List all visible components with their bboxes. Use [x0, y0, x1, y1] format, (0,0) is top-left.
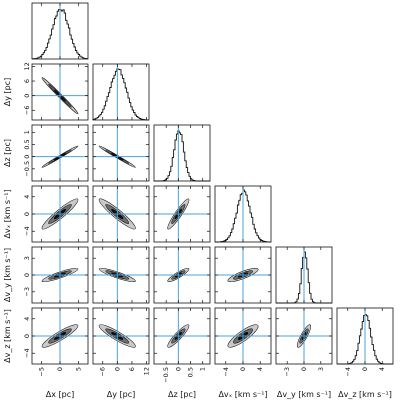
x-axis-label-vz: Δv_z [km s⁻¹]: [338, 390, 392, 399]
y-tick-label-vx: 4: [23, 195, 31, 199]
y-axis-label-vz: Δv_z [km s⁻¹]: [3, 309, 12, 363]
y-tick-label-z: −0.5: [23, 161, 31, 177]
scatter-panel-vx-vs-y: [92, 185, 150, 243]
y-tick-label-y: −6: [23, 106, 31, 116]
y-tick-label-y: 0: [23, 94, 31, 98]
x-tick-label-vz: 4: [378, 367, 386, 371]
y-tick-label-vx: 0: [23, 212, 31, 216]
y-tick-label-vz: −4: [23, 348, 31, 358]
scatter-panel-vx-vs-x: [31, 185, 89, 243]
y-axis-label-vy: Δv_y [km s⁻¹]: [3, 248, 12, 302]
x-tick-label-y: 12: [143, 367, 151, 375]
y-axis-label-z: Δz [pc]: [3, 139, 12, 167]
x-tick-label-x: 0: [56, 367, 64, 371]
x-tick-label-vx: 4: [256, 367, 264, 371]
scatter-panel-y-vs-x: [31, 63, 89, 121]
histogram-panel-vz: [336, 307, 394, 365]
y-tick-label-z: 1: [23, 130, 31, 134]
histogram-curve-y: [92, 68, 149, 121]
x-tick-label-vz: 0: [361, 367, 369, 371]
panel-frame: [92, 124, 150, 182]
y-tick-label-vy: 0: [23, 273, 31, 277]
x-tick-label-y: 6: [128, 367, 136, 371]
y-tick-label-vy: 3: [23, 256, 31, 260]
x-tick-label-vx: −4: [222, 367, 230, 377]
x-tick-label-x: −5: [37, 367, 45, 377]
x-axis-label-y: Δy [pc]: [107, 390, 135, 399]
x-axis-label-vx: Δvₓ [km s⁻¹]: [218, 390, 267, 399]
x-tick-label-y: 0: [113, 367, 121, 371]
y-tick-label-vz: 4: [23, 317, 31, 321]
scatter-panel-vz-vs-vx: [214, 307, 272, 365]
scatter-panel-vz-vs-vy: [275, 307, 333, 365]
histogram-panel-y: [92, 63, 150, 121]
x-tick-label-z: 0: [174, 367, 182, 371]
scatter-panel-vz-vs-x: [31, 307, 89, 365]
y-tick-label-y: 12: [23, 62, 31, 70]
x-tick-label-vz: −4: [344, 367, 352, 377]
histogram-panel-vx: [214, 185, 272, 243]
scatter-panel-vy-vs-y: [92, 246, 150, 304]
y-tick-label-y: 6: [23, 79, 31, 83]
histogram-curve-z: [154, 130, 210, 182]
x-axis-label-x: Δx [pc]: [46, 390, 74, 399]
x-axis-label-z: Δz [pc]: [168, 390, 196, 399]
x-tick-label-z: 0.5: [187, 367, 195, 377]
panel-frame: [153, 124, 211, 182]
y-axis-label-y: Δy [pc]: [3, 78, 12, 106]
x-tick-label-x: 5: [75, 367, 83, 371]
scatter-panel-z-vs-x: [31, 124, 89, 182]
x-tick-label-z: −0.5: [162, 367, 170, 383]
x-tick-label-y: −6: [99, 367, 107, 377]
scatter-panel-vy-vs-z: [153, 246, 211, 304]
x-tick-label-vy: 3: [317, 367, 325, 371]
x-tick-label-vx: 0: [239, 367, 247, 371]
x-tick-label-vy: −3: [283, 367, 291, 377]
y-tick-label-vz: 0: [23, 334, 31, 338]
scatter-panel-vy-vs-vx: [214, 246, 272, 304]
scatter-panel-vz-vs-z: [153, 307, 211, 365]
x-tick-label-vy: 0: [300, 367, 308, 371]
histogram-panel-z: [153, 124, 211, 182]
histogram-panel-x: [31, 2, 89, 60]
x-tick-label-z: 1: [199, 367, 207, 371]
x-axis-label-vy: Δv_y [km s⁻¹]: [277, 390, 331, 399]
y-tick-label-vy: −3: [23, 287, 31, 297]
scatter-panel-vy-vs-x: [31, 246, 89, 304]
y-axis-label-vx: Δvₓ [km s⁻¹]: [3, 189, 12, 238]
histogram-panel-vy: [275, 246, 333, 304]
panel-frame: [92, 63, 150, 121]
scatter-panel-vx-vs-z: [153, 185, 211, 243]
y-tick-label-z: 0.5: [23, 139, 31, 149]
scatter-panel-z-vs-y: [92, 124, 150, 182]
y-tick-label-vx: −4: [23, 226, 31, 236]
scatter-panel-vz-vs-y: [92, 307, 150, 365]
y-tick-label-z: 0: [23, 155, 31, 159]
